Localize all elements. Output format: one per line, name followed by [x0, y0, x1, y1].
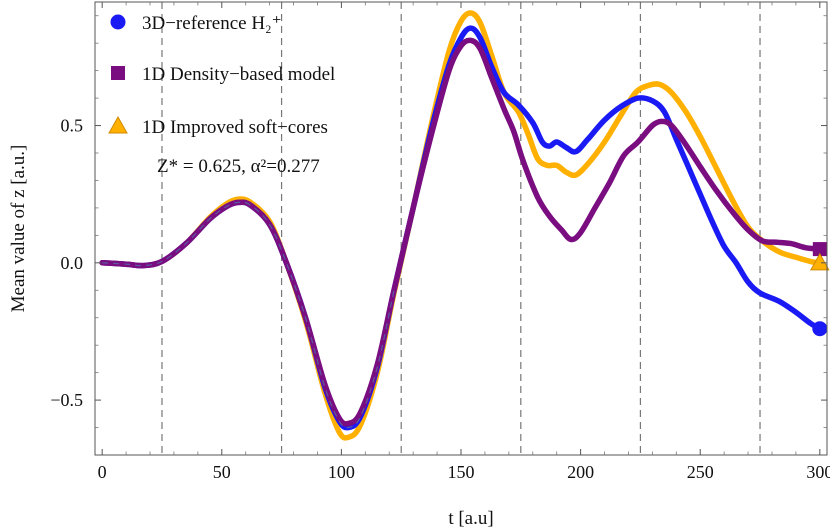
legend-label: 1D Improved soft−cores — [142, 117, 328, 138]
legend: 3D−reference H₂⁺ 1D Density−based model 1D… — [108, 13, 335, 138]
series-line — [99, 37, 823, 427]
x-tick-label: 300 — [806, 462, 830, 482]
series-end-marker — [111, 66, 125, 80]
y-axis-label: Mean value of z [a.u.] — [8, 145, 29, 313]
legend-item: 1D Density−based model — [111, 64, 335, 85]
parameter-annotation: Z* = 0.625, α²=0.277 — [157, 156, 320, 177]
y-tick-label: 0.0 — [61, 253, 84, 273]
x-tick-label: 50 — [213, 462, 231, 482]
legend-label: 3D−reference H₂⁺ — [142, 13, 282, 34]
legend-item: 3D−reference H₂⁺ — [110, 13, 282, 34]
x-tick-label: 100 — [328, 462, 355, 482]
series-end-marker — [110, 14, 126, 30]
legend-item: 1D Improved soft−cores — [108, 115, 328, 138]
y-tick-label: −0.5 — [50, 390, 83, 410]
y-tick-label: 0.5 — [61, 116, 84, 136]
series-end-marker — [108, 115, 128, 134]
x-tick-label: 200 — [567, 462, 594, 482]
x-axis-ticks: 0 50 100 150 200 250 300 — [98, 2, 830, 482]
series-layer — [99, 10, 830, 441]
legend-label: 1D Density−based model — [142, 64, 335, 85]
x-axis-label: t [a.u] — [448, 508, 493, 529]
reference-dash-overlay — [102, 201, 395, 429]
x-tick-label: 0 — [98, 462, 107, 482]
x-tick-label: 250 — [687, 462, 714, 482]
series-end-marker — [809, 252, 830, 271]
series-end-marker — [812, 242, 827, 257]
y-axis-ticks: −0.5 0.0 0.5 — [50, 15, 827, 428]
series-end-marker — [812, 321, 828, 337]
x-tick-label: 150 — [448, 462, 475, 482]
vertical-marker-lines — [161, 2, 761, 455]
series-line — [99, 25, 823, 431]
